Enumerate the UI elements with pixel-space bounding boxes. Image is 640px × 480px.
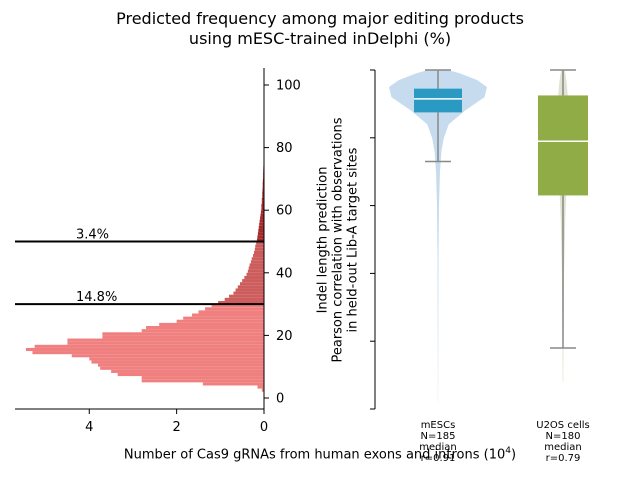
- histogram-bar: [261, 207, 264, 211]
- histogram-bar: [262, 182, 264, 186]
- chart-title-line-2: using mESC-trained inDelphi (%): [188, 29, 452, 48]
- histogram-bar: [191, 313, 264, 317]
- histogram-bar: [250, 260, 264, 264]
- histogram-bar: [262, 185, 264, 189]
- histogram-bar: [176, 319, 264, 323]
- histogram-bar: [211, 304, 264, 308]
- histogram-bar: [218, 300, 264, 305]
- threshold-label: 3.4%: [76, 228, 109, 243]
- histogram-bar: [198, 310, 264, 314]
- histogram-bar: [242, 279, 264, 283]
- histogram-bar: [71, 354, 264, 358]
- histogram-bar: [253, 250, 264, 255]
- histogram-bar: [257, 232, 264, 236]
- histogram-bar: [183, 316, 264, 320]
- histogram-bar: [246, 272, 264, 276]
- histogram-bar: [257, 238, 264, 242]
- histogram-y-tick-label: 20: [276, 329, 293, 344]
- violin-y-axis-label-line-3: in held-out Lib-A target sites: [345, 147, 361, 333]
- histogram-bar: [159, 322, 264, 327]
- histogram-bar: [224, 297, 264, 301]
- histogram-bar: [258, 228, 264, 233]
- histogram-bar: [255, 244, 264, 248]
- violin-y-axis-label: Indel length prediction Pearson correlat…: [316, 117, 361, 362]
- histogram-y-tick-label: 40: [276, 266, 293, 281]
- threshold-label: 14.8%: [76, 290, 117, 305]
- histogram-bar: [102, 332, 264, 336]
- group-label-u2os: U2OS cells N=180 median r=0.79: [536, 420, 590, 464]
- histogram-bar: [259, 222, 264, 226]
- histogram-bar: [98, 363, 264, 367]
- box-iqr: [414, 88, 462, 113]
- histogram-bar: [262, 191, 264, 195]
- histogram-bar: [261, 203, 264, 208]
- histogram-bar: [141, 376, 264, 380]
- histogram-bar: [229, 294, 264, 298]
- histogram-bar: [253, 254, 264, 258]
- histogram-bar: [262, 178, 264, 183]
- histogram-y-tick-label: 60: [276, 204, 293, 219]
- histogram-x-tick-label: 0: [260, 420, 268, 435]
- histogram-bar: [261, 388, 264, 392]
- histogram-bar: [141, 329, 264, 333]
- histogram-bar: [25, 347, 265, 352]
- histogram-bar: [91, 360, 265, 364]
- histogram-bar: [256, 241, 264, 245]
- histogram-bar: [102, 335, 264, 339]
- histogram-y-tick-label: 100: [276, 79, 301, 94]
- histogram-bar: [205, 307, 264, 311]
- histogram-bar: [235, 288, 264, 292]
- histogram-x-axis-label: Number of Cas9 gRNAs from human exons an…: [123, 446, 517, 463]
- histogram-bar: [251, 257, 264, 261]
- histogram-bar: [202, 382, 264, 386]
- group-label-mescs: mESCs N=185 median r=0.91: [419, 420, 457, 464]
- histogram-bar: [67, 341, 264, 345]
- histogram-bar: [249, 263, 264, 267]
- histogram-bar: [257, 235, 264, 239]
- histogram-bar: [34, 344, 264, 348]
- histogram-x-tick-label: 2: [172, 420, 180, 435]
- histogram-y-tick-label: 0: [276, 392, 284, 407]
- chart-title-line-1: Predicted frequency among major editing …: [116, 9, 524, 28]
- histogram-bar: [248, 266, 264, 270]
- histogram-bar: [247, 269, 264, 273]
- histogram-bar: [260, 213, 264, 217]
- histogram-bar: [260, 210, 264, 214]
- histogram-bar: [233, 291, 264, 295]
- histogram-bar: [146, 326, 264, 330]
- box-iqr: [538, 95, 588, 196]
- histogram-bar: [141, 379, 264, 383]
- histogram-bar: [67, 338, 264, 342]
- histogram-bar: [32, 351, 265, 355]
- violin-shape: [389, 70, 487, 403]
- histogram-bar: [244, 275, 264, 280]
- violin-y-axis-label-line-2: Pearson correlation with observations: [330, 117, 346, 363]
- histogram-bar: [259, 219, 264, 223]
- histogram-bar: [239, 282, 264, 286]
- histogram-bar: [262, 194, 264, 198]
- histogram-bar: [261, 200, 264, 204]
- histogram-bar: [111, 369, 265, 373]
- histogram-bar: [100, 366, 265, 370]
- histogram-bar: [89, 357, 265, 361]
- violin-y-axis-label-line-1: Indel length prediction: [315, 166, 331, 314]
- histogram-bar: [258, 225, 264, 229]
- histogram-bar: [262, 188, 264, 192]
- histogram-bar: [257, 385, 264, 389]
- histogram-bar: [117, 372, 264, 377]
- histogram-bar: [260, 216, 264, 220]
- histogram-bar: [237, 285, 264, 289]
- histogram-bar: [261, 197, 264, 201]
- histogram-y-tick-label: 80: [276, 141, 293, 156]
- histogram-x-tick-label: 4: [85, 420, 93, 435]
- histogram-bar: [254, 247, 264, 251]
